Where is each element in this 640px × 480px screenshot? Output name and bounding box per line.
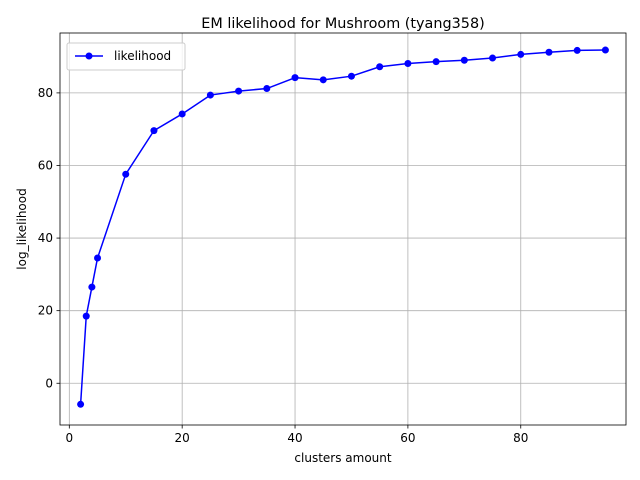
data-point (376, 63, 384, 71)
data-point (319, 76, 327, 84)
data-point (601, 46, 609, 54)
data-point (82, 312, 90, 320)
data-point (263, 85, 271, 93)
y-tick-label: 80 (38, 86, 53, 100)
data-point (291, 74, 299, 82)
x-tick-label: 0 (65, 431, 73, 445)
data-point (88, 283, 96, 291)
plot-frame (59, 32, 627, 426)
legend-box (66, 42, 186, 71)
data-point (150, 127, 158, 135)
x-tick-label: 80 (513, 431, 528, 445)
legend-marker (85, 52, 93, 60)
data-point (122, 170, 130, 178)
y-axis-label: log_likelihood (15, 188, 29, 269)
series-layer (77, 46, 609, 408)
legend: likelihood (66, 42, 186, 71)
data-point (77, 400, 85, 408)
series-line (79, 49, 606, 405)
data-point (94, 254, 102, 262)
ticks: 0 20 40 60 80 0 20 40 60 80 (38, 86, 529, 445)
x-axis-label: clusters amount (294, 451, 391, 465)
data-point (460, 56, 468, 64)
data-point (235, 87, 243, 95)
data-point (206, 91, 214, 99)
y-tick-label: 60 (38, 158, 53, 172)
x-tick-label: 20 (175, 431, 190, 445)
data-point (178, 110, 186, 118)
data-point (404, 59, 412, 67)
y-tick-label: 40 (38, 231, 53, 245)
y-tick-label: 20 (38, 304, 53, 318)
x-tick-label: 40 (287, 431, 302, 445)
data-point (517, 50, 525, 58)
chart-title: EM likelihood for Mushroom (tyang358) (201, 16, 484, 32)
grid (60, 33, 626, 425)
legend-label: likelihood (114, 49, 171, 63)
data-point (489, 54, 497, 62)
data-point (347, 72, 355, 80)
data-point (573, 46, 581, 54)
y-tick-label: 0 (45, 376, 53, 390)
data-point (432, 58, 440, 66)
data-point (545, 48, 553, 56)
x-tick-label: 60 (400, 431, 415, 445)
